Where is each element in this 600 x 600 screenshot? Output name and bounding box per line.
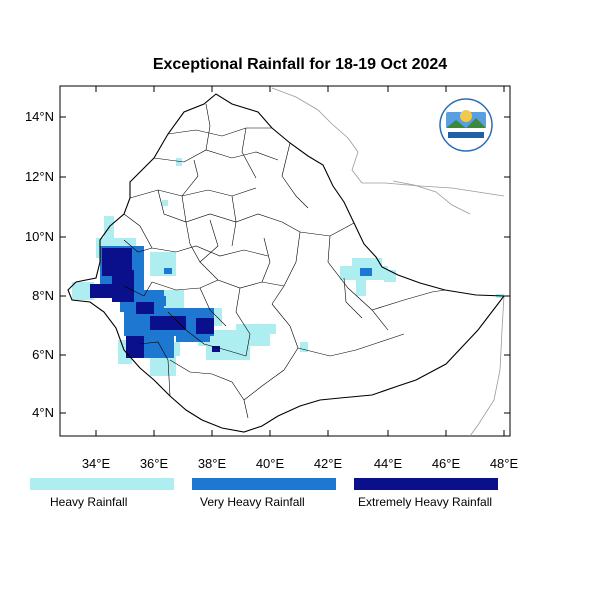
neighbor-boundaries bbox=[271, 87, 505, 437]
latitude-labels: 14°N 12°N 10°N 8°N 6°N 4°N bbox=[25, 109, 54, 420]
legend-label-extremely-heavy: Extremely Heavy Rainfall bbox=[358, 495, 493, 509]
map-title: Exceptional Rainfall for 18-19 Oct 2024 bbox=[152, 56, 448, 73]
rainfall-extremely-heavy bbox=[90, 248, 220, 358]
lon-label-36: 36°E bbox=[140, 456, 169, 471]
lon-label-42: 42°E bbox=[314, 456, 343, 471]
lat-label-4: 4°N bbox=[32, 405, 54, 420]
legend-swatch-extremely-heavy bbox=[354, 478, 498, 490]
legend-swatch-very-heavy bbox=[192, 478, 336, 490]
legend-swatch-heavy bbox=[30, 478, 174, 490]
lat-label-8: 8°N bbox=[32, 288, 54, 303]
legend-label-very-heavy: Very Heavy Rainfall bbox=[200, 495, 305, 509]
lon-label-48: 48°E bbox=[490, 456, 519, 471]
lon-label-38: 38°E bbox=[198, 456, 227, 471]
regional-boundaries bbox=[123, 103, 446, 419]
latitude-ticks bbox=[60, 116, 510, 414]
longitude-labels: 34°E 36°E 38°E 40°E 42°E 44°E 46°E 48°E bbox=[82, 456, 519, 471]
lon-label-40: 40°E bbox=[256, 456, 285, 471]
longitude-ticks bbox=[95, 86, 505, 436]
lon-label-46: 46°E bbox=[432, 456, 461, 471]
ethiopia-boundary bbox=[67, 93, 506, 433]
legend-label-heavy: Heavy Rainfall bbox=[50, 495, 128, 509]
lat-label-10: 10°N bbox=[25, 229, 54, 244]
lat-label-12: 12°N bbox=[25, 169, 54, 184]
lon-label-34: 34°E bbox=[82, 456, 111, 471]
lon-label-44: 44°E bbox=[374, 456, 403, 471]
lat-label-14: 14°N bbox=[25, 109, 54, 124]
lat-label-6: 6°N bbox=[32, 347, 54, 362]
ethiopian-meteorology-institute-logo bbox=[439, 98, 493, 152]
